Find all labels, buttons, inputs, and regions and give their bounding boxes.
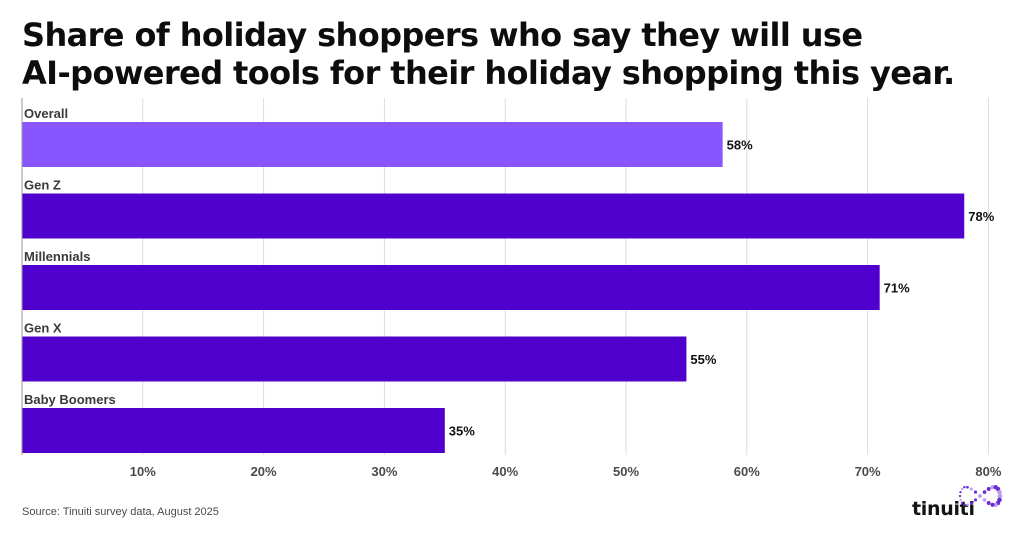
logo-dot — [960, 501, 964, 505]
x-tick-label-0: 10% — [130, 464, 156, 479]
logo-dot — [986, 487, 991, 491]
logo-dot — [958, 494, 962, 498]
x-tick-label-4: 50% — [613, 464, 639, 479]
bar-2 — [22, 265, 880, 310]
logo-dot — [966, 485, 969, 489]
logo-dot — [993, 502, 998, 507]
logo-dot — [986, 501, 991, 505]
logo-dot — [997, 493, 1003, 499]
logo-dot — [982, 498, 987, 502]
tinuiti-logo: tinuiti — [912, 484, 1008, 524]
logo-dot — [973, 490, 978, 494]
value-label-4: 35% — [449, 424, 475, 439]
chart-title: Share of holiday shoppers who say they w… — [22, 16, 1002, 92]
logo-dot — [960, 487, 964, 491]
logo-dot — [982, 490, 987, 494]
logo-dot — [963, 503, 966, 507]
category-label-4: Baby Boomers — [24, 392, 116, 407]
logo-infinity-icon — [958, 485, 1003, 507]
logo-dot — [966, 503, 969, 507]
logo-dot — [990, 485, 995, 490]
value-label-2: 71% — [884, 281, 910, 296]
category-label-1: Gen Z — [24, 178, 61, 193]
logo-dot — [963, 485, 966, 489]
category-label-2: Millennials — [24, 249, 90, 264]
value-label-3: 55% — [690, 352, 716, 367]
bar-1 — [22, 193, 965, 239]
x-tick-label-1: 20% — [251, 464, 277, 479]
value-label-0: 58% — [727, 138, 753, 153]
logo-dot — [997, 489, 1002, 495]
chart-title-line-1: Share of holiday shoppers who say they w… — [22, 16, 863, 54]
bar-3 — [22, 336, 687, 382]
x-tick-label-7: 80% — [975, 464, 1001, 479]
bar-4 — [22, 408, 445, 453]
logo-dot — [969, 487, 973, 491]
logo-dot — [959, 498, 962, 502]
x-tick-label-2: 30% — [371, 464, 397, 479]
x-tick-label-5: 60% — [734, 464, 760, 479]
chart-title-line-2: AI-powered tools for their holiday shopp… — [22, 54, 955, 92]
bar-0 — [22, 122, 723, 167]
value-label-1: 78% — [968, 209, 994, 224]
source-note: Source: Tinuiti survey data, August 2025 — [22, 506, 219, 518]
logo-dot — [973, 498, 978, 502]
x-tick-label-6: 70% — [855, 464, 881, 479]
logo-dot — [978, 494, 982, 498]
logo-wordmark: tinuiti — [912, 498, 975, 520]
logo-dot — [990, 502, 995, 507]
x-tick-label-3: 40% — [492, 464, 518, 479]
logo-dot — [969, 501, 973, 505]
category-label-0: Overall — [24, 106, 68, 121]
logo-dot — [959, 490, 962, 494]
category-label-3: Gen X — [24, 321, 62, 336]
